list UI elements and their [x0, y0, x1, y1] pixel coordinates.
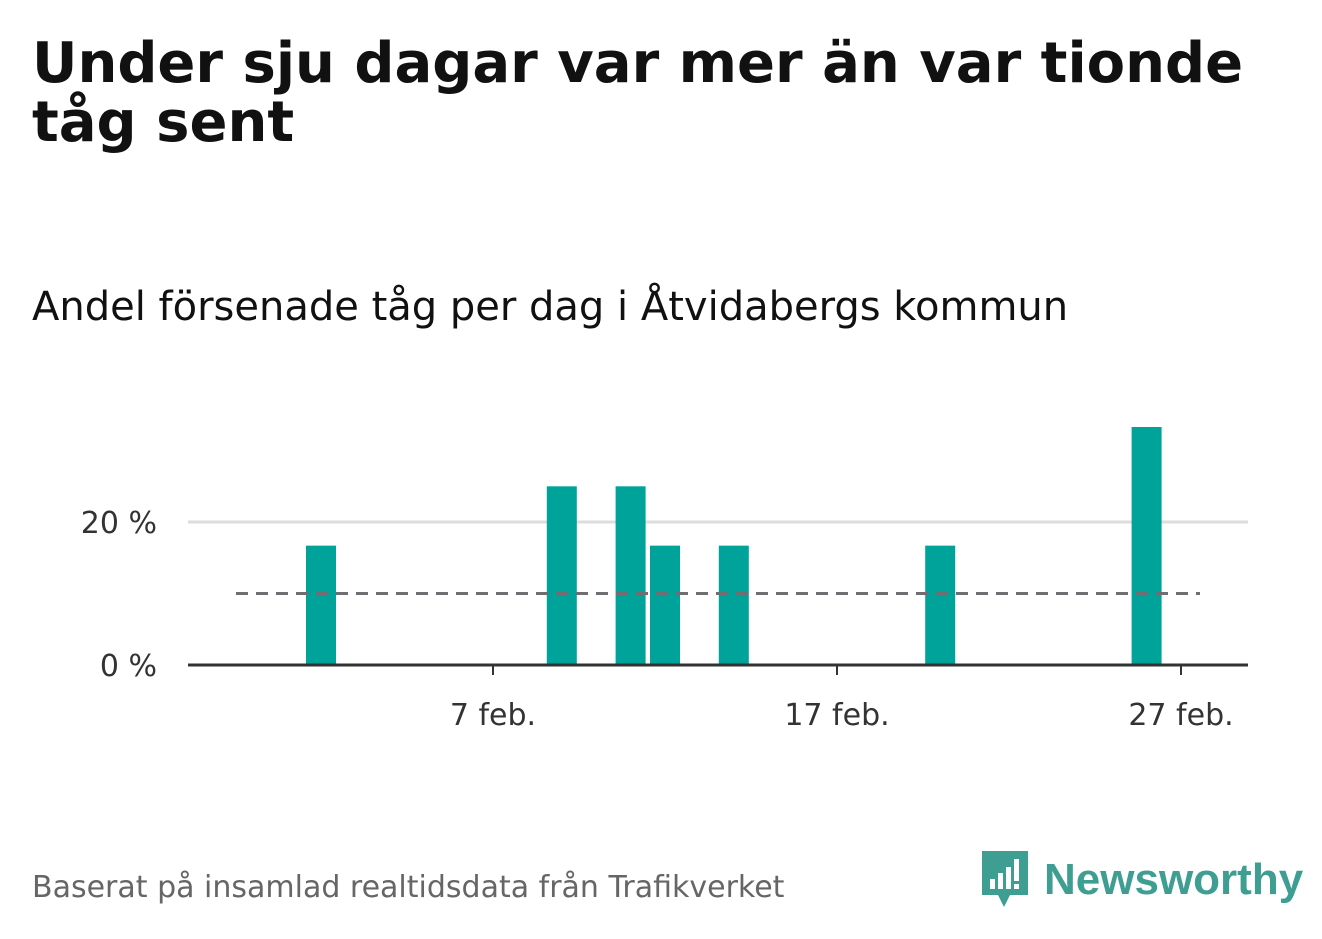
newsworthy-logo: Newsworthy [980, 848, 1303, 912]
chart-subtitle: Andel försenade tåg per dag i Åtvidaberg… [32, 284, 1069, 330]
x-tick-label: 7 feb. [450, 698, 536, 733]
y-tick-label: 0 % [100, 649, 157, 684]
x-tick-label: 17 feb. [784, 698, 889, 733]
bar [718, 545, 749, 665]
bar [306, 545, 336, 665]
bar [546, 486, 577, 665]
source-note: Baserat på insamlad realtidsdata från Tr… [32, 870, 785, 905]
bar-chart: 0 % 20 % 7 feb. 17 feb. 27 feb. [81, 427, 1248, 733]
y-tick-label: 20 % [81, 506, 157, 541]
bar [615, 486, 646, 665]
bar [650, 545, 680, 665]
bar [925, 545, 956, 665]
newsworthy-logo-icon [982, 851, 1028, 907]
bar [1131, 427, 1162, 665]
x-tick-label: 27 feb. [1128, 698, 1233, 733]
brand-name: Newsworthy [1044, 855, 1304, 904]
chart-title: Under sju dagar var mer än var tionde tå… [32, 31, 1244, 156]
